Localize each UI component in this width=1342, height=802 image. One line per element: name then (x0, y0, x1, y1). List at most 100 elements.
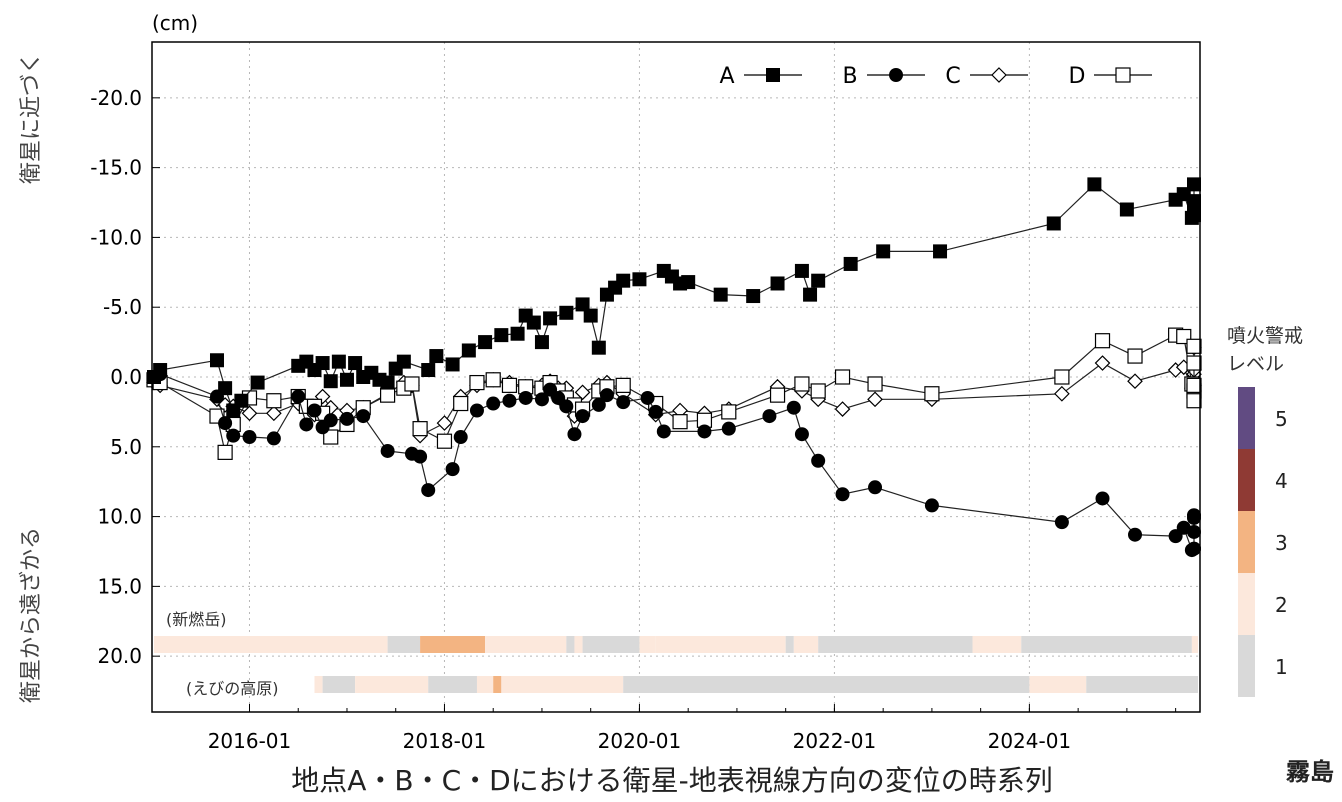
x-ticks: 2016-01 2018-01 2020-01 2022-01 2024-01 (208, 704, 1177, 753)
point-B (266, 431, 281, 446)
alert-level-legend: 噴火警戒 レベル 5 4 3 2 1 (1227, 325, 1303, 697)
alert-segment-level-2 (639, 636, 656, 653)
point-B (786, 400, 801, 415)
point-B (1187, 508, 1201, 523)
alert-swatch-level-4 (1238, 449, 1255, 511)
point-A (445, 357, 460, 372)
point-B (502, 393, 517, 408)
alert-swatch-level-1 (1238, 635, 1255, 697)
legend-item-D: D (1069, 64, 1152, 89)
point-A (1087, 177, 1102, 192)
alert-segment-level-1 (818, 636, 973, 653)
alert-segment-level-2 (793, 636, 819, 653)
alert-segment-level-3 (420, 636, 486, 653)
x-tick-label: 2018-01 (403, 729, 487, 753)
alert-legend-title-1: 噴火警戒 (1227, 325, 1303, 347)
alert-segment-level-2 (154, 636, 388, 653)
point-D (1186, 393, 1202, 409)
alert-bar-label: (えびの高原) (186, 679, 279, 698)
point-B (226, 428, 241, 443)
point-D (1127, 348, 1143, 364)
point-A (559, 305, 574, 320)
point-B (835, 487, 850, 502)
legend-item-B: B (842, 64, 925, 89)
point-A (1187, 177, 1201, 192)
point-A (811, 273, 826, 288)
y-label-bottom: 衛星から遠ざかる (18, 527, 44, 703)
grid (152, 42, 1200, 712)
point-B (339, 411, 354, 426)
point-B (242, 430, 257, 445)
point-B (356, 409, 371, 424)
point-B (469, 403, 484, 418)
point-A (494, 328, 509, 343)
alert-level-number: 5 (1275, 407, 1288, 431)
point-B (762, 409, 777, 424)
point-B (291, 389, 306, 404)
alert-segment-level-3 (493, 676, 502, 693)
point-D (1186, 377, 1202, 393)
y-tick-label: 10.0 (97, 505, 142, 529)
alert-level-number: 1 (1275, 655, 1288, 679)
point-D (810, 383, 826, 399)
y-tick-label: 5.0 (110, 435, 142, 459)
corner-text: 霧島 (1286, 758, 1334, 786)
point-B (1054, 515, 1069, 530)
point-B (868, 480, 883, 495)
point-B (486, 396, 501, 411)
alert-swatch-level-2 (1238, 573, 1255, 635)
alert-swatch-level-3 (1238, 511, 1255, 573)
x-tick-label: 2024-01 (988, 729, 1072, 753)
point-A (421, 363, 436, 378)
point-A (766, 68, 780, 82)
point-D (924, 386, 940, 402)
y-ticks: -20.0 -15.0 -10.0 -5.0 0.0 5.0 10.0 15.0 20.0 (90, 86, 160, 668)
point-A (681, 275, 696, 290)
legend-label: C (945, 64, 960, 89)
point-B (1187, 541, 1201, 556)
point-A (461, 343, 476, 358)
point-B (307, 403, 322, 418)
alert-bar-label: (新燃岳) (166, 610, 227, 629)
y-label-top: 衛星に近づく (19, 52, 44, 184)
point-A (591, 340, 606, 355)
point-D (867, 376, 883, 392)
point-A (746, 289, 761, 304)
y-tick-label: -15.0 (90, 156, 142, 180)
point-A (348, 356, 363, 371)
point-A (713, 287, 728, 302)
point-B (380, 443, 395, 458)
alert-segment-level-1 (785, 636, 794, 653)
point-A (843, 256, 858, 271)
alert-segment-level-2 (1029, 676, 1087, 693)
point-A (1046, 216, 1061, 231)
legend-item-A: A (719, 64, 802, 89)
alert-segment-level-1 (428, 676, 477, 693)
point-D (469, 374, 485, 391)
point-A (153, 363, 168, 378)
point-D (1054, 369, 1070, 385)
point-A (429, 349, 444, 364)
point-B (559, 399, 574, 414)
point-B (413, 449, 428, 464)
series-D (146, 327, 1202, 460)
point-B (591, 397, 606, 412)
point-A (315, 356, 330, 371)
point-B (445, 462, 460, 477)
x-tick-label: 2020-01 (598, 729, 682, 753)
point-D (217, 444, 233, 460)
point-D (834, 369, 851, 385)
series-A (147, 177, 1201, 418)
legend-label: D (1069, 64, 1086, 89)
x-tick-label: 2022-01 (793, 729, 877, 753)
y-tick-label: 20.0 (97, 644, 142, 668)
point-B (518, 390, 533, 405)
legend: A B C D (719, 64, 1152, 89)
point-B (534, 392, 549, 407)
legend-item-C: C (945, 64, 1028, 89)
point-A (1187, 194, 1201, 209)
point-A (876, 244, 891, 259)
point-C (991, 67, 1007, 83)
point-A (380, 375, 395, 390)
y-tick-label: -5.0 (103, 295, 142, 319)
